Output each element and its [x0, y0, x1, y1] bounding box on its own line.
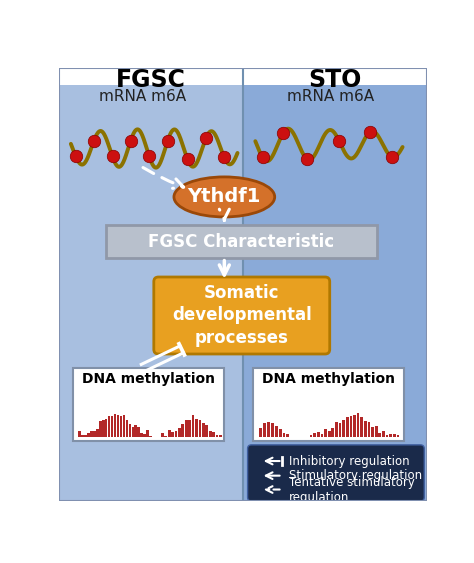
Bar — [117, 415, 119, 437]
Bar — [126, 420, 128, 437]
Bar — [188, 420, 191, 437]
FancyBboxPatch shape — [154, 277, 330, 354]
Bar — [375, 426, 378, 437]
Bar — [389, 434, 392, 437]
Bar — [335, 422, 338, 437]
Text: STO: STO — [309, 68, 362, 92]
Bar — [161, 434, 164, 437]
Bar — [219, 435, 222, 437]
Bar — [192, 415, 194, 437]
Bar — [149, 436, 152, 437]
Bar — [199, 420, 201, 437]
Bar — [275, 426, 278, 437]
Bar — [185, 419, 188, 437]
Bar — [111, 416, 113, 437]
Bar — [349, 415, 352, 437]
Bar — [216, 435, 219, 437]
Bar — [342, 420, 345, 437]
Text: mRNA m6A: mRNA m6A — [287, 90, 374, 104]
Bar — [317, 432, 320, 437]
Text: FGSC Characteristic: FGSC Characteristic — [148, 233, 335, 251]
Bar — [331, 428, 334, 437]
Bar — [99, 421, 101, 437]
FancyBboxPatch shape — [106, 225, 377, 258]
Bar — [164, 436, 167, 437]
Bar — [59, 68, 427, 84]
Text: Inhibitory regulation: Inhibitory regulation — [289, 454, 409, 467]
Bar — [78, 431, 81, 437]
Text: DNA methylation: DNA methylation — [262, 372, 395, 386]
Bar — [87, 434, 90, 437]
Bar — [59, 84, 243, 501]
Bar — [310, 435, 312, 437]
Bar — [96, 429, 99, 437]
Bar — [378, 432, 381, 437]
Bar — [178, 428, 181, 437]
Bar — [81, 435, 84, 437]
Bar — [263, 423, 266, 437]
Bar — [123, 415, 125, 437]
Bar — [182, 424, 184, 437]
FancyBboxPatch shape — [253, 368, 404, 441]
Bar — [140, 434, 143, 437]
Bar — [339, 423, 341, 437]
Text: Stimulatory regulation: Stimulatory regulation — [289, 469, 422, 482]
Bar — [102, 420, 105, 437]
Bar — [171, 432, 174, 437]
Bar — [357, 413, 359, 437]
Bar — [346, 417, 349, 437]
Bar — [144, 434, 146, 437]
Bar — [386, 435, 388, 437]
Bar — [271, 423, 274, 437]
Bar — [382, 431, 385, 437]
Bar — [114, 414, 117, 437]
Bar — [324, 428, 327, 437]
Bar — [279, 430, 282, 437]
Bar — [174, 431, 177, 437]
Bar — [243, 84, 427, 501]
Bar — [168, 430, 171, 437]
Bar — [202, 423, 205, 437]
Bar — [108, 416, 110, 437]
Bar — [259, 428, 262, 437]
Bar — [84, 435, 87, 437]
Bar — [146, 430, 149, 437]
Ellipse shape — [174, 177, 275, 217]
FancyBboxPatch shape — [247, 445, 424, 501]
Bar — [368, 422, 370, 437]
Bar — [195, 419, 198, 437]
Bar — [393, 434, 396, 437]
Bar — [267, 422, 270, 437]
Text: Tentative stimulatory
regulation: Tentative stimulatory regulation — [289, 476, 415, 503]
FancyBboxPatch shape — [73, 368, 224, 441]
Bar — [131, 427, 134, 437]
Bar — [283, 432, 285, 437]
Bar — [105, 419, 108, 437]
Bar — [320, 434, 323, 437]
Text: Ythdf1: Ythdf1 — [188, 187, 261, 207]
Bar — [137, 427, 140, 437]
Text: FGSC: FGSC — [116, 68, 186, 92]
Text: DNA methylation: DNA methylation — [82, 372, 215, 386]
Bar — [328, 431, 330, 437]
Bar — [360, 418, 363, 437]
Bar — [371, 427, 374, 437]
Bar — [313, 432, 316, 437]
Text: Somatic
developmental
processes: Somatic developmental processes — [172, 284, 311, 347]
Bar — [119, 417, 122, 437]
Bar — [397, 435, 399, 437]
Bar — [93, 431, 96, 437]
Bar — [90, 431, 92, 437]
Bar — [212, 432, 215, 437]
Text: mRNA m6A: mRNA m6A — [100, 90, 186, 104]
Bar — [209, 431, 211, 437]
Bar — [205, 425, 208, 437]
Bar — [128, 425, 131, 437]
Bar — [364, 421, 367, 437]
Bar — [135, 426, 137, 437]
Bar — [353, 415, 356, 437]
Bar — [286, 434, 289, 437]
